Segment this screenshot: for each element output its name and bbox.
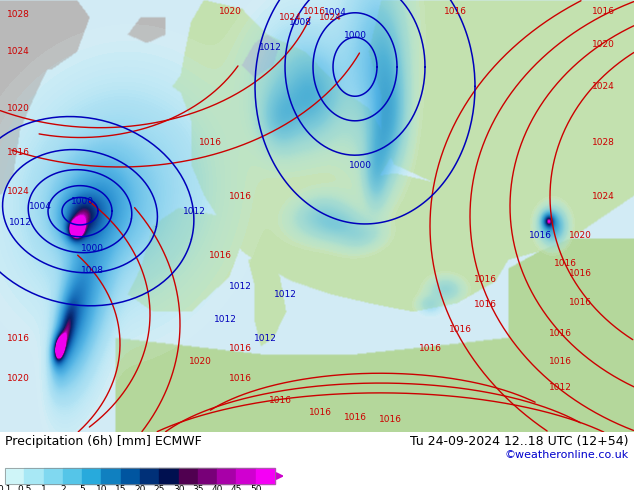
Text: 10: 10 bbox=[96, 485, 107, 490]
Bar bbox=[120, 468, 140, 484]
Text: 0.1: 0.1 bbox=[0, 485, 12, 490]
Text: 1016: 1016 bbox=[6, 148, 30, 157]
Text: 2: 2 bbox=[60, 485, 66, 490]
Text: 1016: 1016 bbox=[444, 7, 467, 16]
Text: 1016: 1016 bbox=[448, 324, 472, 334]
Text: 5: 5 bbox=[79, 485, 85, 490]
Bar bbox=[217, 468, 236, 484]
Text: 1020: 1020 bbox=[219, 7, 242, 16]
Text: 1016: 1016 bbox=[529, 231, 552, 240]
Text: 1000: 1000 bbox=[81, 244, 103, 253]
Bar bbox=[159, 468, 179, 484]
Text: 1012: 1012 bbox=[183, 207, 205, 216]
Text: 50: 50 bbox=[250, 485, 261, 490]
Text: 1012: 1012 bbox=[254, 334, 276, 343]
Text: 1012: 1012 bbox=[259, 43, 281, 51]
Text: 1016: 1016 bbox=[6, 334, 30, 343]
Text: 40: 40 bbox=[212, 485, 223, 490]
Text: 0.5: 0.5 bbox=[17, 485, 32, 490]
Text: Tu 24-09-2024 12..18 UTC (12+54): Tu 24-09-2024 12..18 UTC (12+54) bbox=[410, 435, 629, 448]
Text: 1016: 1016 bbox=[553, 259, 576, 268]
Text: 45: 45 bbox=[231, 485, 242, 490]
Text: 20: 20 bbox=[134, 485, 146, 490]
Text: 1016: 1016 bbox=[344, 413, 366, 422]
Text: 1012: 1012 bbox=[229, 282, 252, 292]
Text: 1016: 1016 bbox=[569, 298, 592, 307]
Text: 1024: 1024 bbox=[278, 13, 301, 22]
Text: 1000: 1000 bbox=[349, 161, 372, 170]
Text: 1020: 1020 bbox=[188, 357, 211, 366]
Text: 1024: 1024 bbox=[592, 192, 614, 201]
Text: 1016: 1016 bbox=[569, 269, 592, 277]
Text: 1024: 1024 bbox=[592, 82, 614, 91]
Text: Precipitation (6h) [mm] ECMWF: Precipitation (6h) [mm] ECMWF bbox=[5, 435, 202, 448]
Text: 1012: 1012 bbox=[273, 290, 297, 299]
Bar bbox=[179, 468, 198, 484]
Text: 1016: 1016 bbox=[209, 251, 231, 260]
Text: 1016: 1016 bbox=[548, 357, 571, 366]
Bar bbox=[5, 468, 24, 484]
Bar bbox=[101, 468, 120, 484]
Text: 1016: 1016 bbox=[474, 275, 496, 284]
Text: 1016: 1016 bbox=[474, 300, 496, 309]
Bar bbox=[140, 468, 159, 484]
Text: 1016: 1016 bbox=[592, 7, 614, 16]
Bar bbox=[5, 468, 275, 484]
Text: 15: 15 bbox=[115, 485, 126, 490]
Text: 1016: 1016 bbox=[198, 138, 221, 147]
Text: 1004: 1004 bbox=[29, 202, 51, 211]
Text: 1016: 1016 bbox=[228, 344, 252, 353]
Bar bbox=[198, 468, 217, 484]
Text: 1008: 1008 bbox=[81, 266, 103, 274]
Text: 1020: 1020 bbox=[569, 231, 592, 240]
Text: 1016: 1016 bbox=[548, 329, 571, 339]
Text: 25: 25 bbox=[153, 485, 165, 490]
Text: 1020: 1020 bbox=[6, 103, 29, 113]
Text: 1024: 1024 bbox=[319, 13, 341, 22]
Text: 1016: 1016 bbox=[228, 374, 252, 383]
Text: 1012: 1012 bbox=[214, 315, 236, 324]
Bar bbox=[44, 468, 63, 484]
Bar bbox=[236, 468, 256, 484]
Text: 1028: 1028 bbox=[592, 138, 614, 147]
Text: 1000: 1000 bbox=[344, 31, 366, 40]
Text: 1016: 1016 bbox=[269, 396, 292, 405]
Text: 1024: 1024 bbox=[6, 187, 29, 196]
Text: 1016: 1016 bbox=[378, 415, 401, 424]
Text: 1012: 1012 bbox=[9, 219, 32, 227]
Text: ©weatheronline.co.uk: ©weatheronline.co.uk bbox=[505, 450, 629, 460]
Text: 1008: 1008 bbox=[288, 18, 311, 27]
Text: 35: 35 bbox=[192, 485, 204, 490]
Text: 1: 1 bbox=[41, 485, 46, 490]
Text: 1004: 1004 bbox=[323, 8, 346, 17]
Text: 1016: 1016 bbox=[228, 192, 252, 201]
Text: 1024: 1024 bbox=[6, 47, 29, 55]
Bar bbox=[24, 468, 44, 484]
Text: 1012: 1012 bbox=[548, 384, 571, 392]
Text: 1000: 1000 bbox=[70, 197, 93, 206]
Text: 1028: 1028 bbox=[6, 10, 29, 19]
Bar bbox=[63, 468, 82, 484]
Bar bbox=[256, 468, 275, 484]
Text: 1020: 1020 bbox=[6, 374, 29, 383]
Text: 1016: 1016 bbox=[418, 344, 441, 353]
Text: 1016: 1016 bbox=[309, 408, 332, 417]
Text: 1020: 1020 bbox=[592, 40, 614, 49]
Text: 1016: 1016 bbox=[302, 7, 325, 16]
Bar bbox=[82, 468, 101, 484]
Text: 30: 30 bbox=[173, 485, 184, 490]
